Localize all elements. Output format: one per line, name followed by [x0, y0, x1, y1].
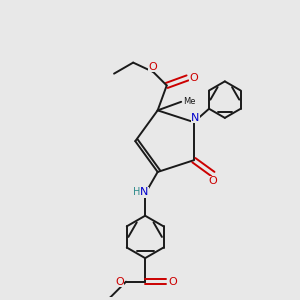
Text: N: N	[191, 113, 200, 123]
Text: O: O	[115, 277, 124, 287]
Text: H: H	[133, 187, 141, 197]
Text: O: O	[168, 277, 177, 287]
Text: O: O	[149, 61, 158, 72]
Text: Me: Me	[183, 97, 196, 106]
Text: O: O	[208, 176, 217, 186]
Text: O: O	[190, 73, 198, 83]
Text: N: N	[140, 187, 149, 197]
